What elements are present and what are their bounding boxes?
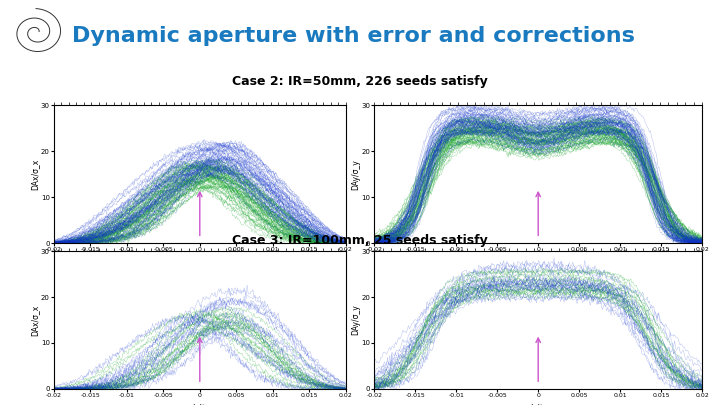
Y-axis label: DAx/σ_x: DAx/σ_x <box>30 304 40 336</box>
X-axis label: delta: delta <box>189 258 210 267</box>
X-axis label: delta: delta <box>528 258 549 267</box>
Y-axis label: DAy/σ_y: DAy/σ_y <box>351 159 360 190</box>
Text: Case 2: IR=50mm, 226 seeds satisfy: Case 2: IR=50mm, 226 seeds satisfy <box>232 75 488 87</box>
X-axis label: delta: delta <box>528 403 549 405</box>
Y-axis label: DAy/σ_y: DAy/σ_y <box>351 305 360 335</box>
Y-axis label: DAx/σ_x: DAx/σ_x <box>30 158 40 190</box>
Text: Case 3: IR=100mm, 25 seeds satisfy: Case 3: IR=100mm, 25 seeds satisfy <box>232 234 488 247</box>
X-axis label: delta: delta <box>189 403 210 405</box>
Text: Dynamic aperture with error and corrections: Dynamic aperture with error and correcti… <box>72 26 635 47</box>
